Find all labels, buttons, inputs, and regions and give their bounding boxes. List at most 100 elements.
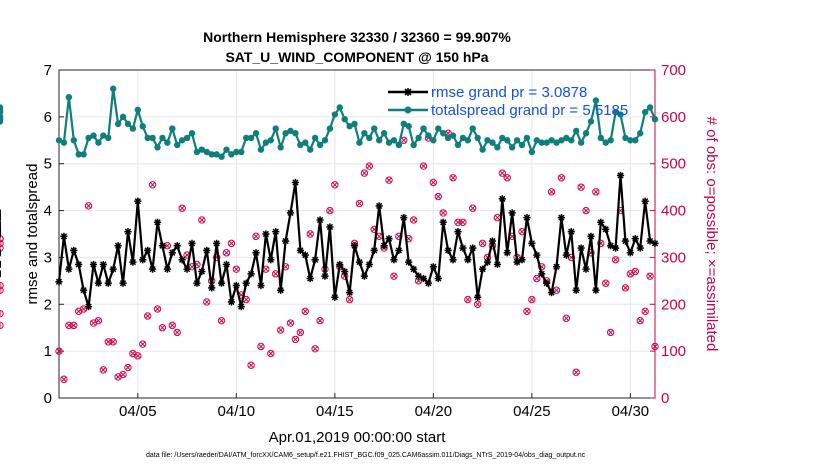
- obs-assimilated-point: [479, 240, 486, 247]
- point-totalspread: [430, 137, 437, 144]
- obs-possible-point: [203, 298, 211, 306]
- obs-possible-point: [124, 363, 132, 372]
- obs-possible-point: [286, 319, 295, 327]
- point-rmse: [424, 279, 433, 287]
- point-rmse: [208, 284, 216, 292]
- y2-tick-label: 700: [661, 62, 686, 79]
- point-rmse: [572, 286, 580, 294]
- obs-assimilated-point: [401, 137, 407, 144]
- obs-possible-point: [464, 295, 472, 304]
- point-totalspread: [109, 85, 117, 92]
- point-totalspread: [518, 141, 526, 149]
- point-rmse: [217, 279, 226, 287]
- point-rmse: [602, 225, 610, 233]
- obs-assimilated-point: [450, 175, 456, 181]
- point-totalspread: [346, 123, 353, 130]
- point-rmse: [439, 218, 447, 226]
- obs-possible-point: [227, 239, 236, 248]
- obs-possible-point: [217, 316, 226, 325]
- point-rmse: [183, 265, 191, 273]
- obs-assimilated-point: [366, 163, 373, 169]
- obs-assimilated-point: [164, 242, 171, 249]
- point-totalspread: [627, 137, 634, 144]
- point-rmse: [483, 258, 492, 266]
- point-totalspread: [405, 123, 412, 130]
- legend-totalspread-label: totalspread grand pr = 5.5185: [431, 102, 628, 119]
- y2-tick-label: 300: [661, 249, 686, 266]
- obs-possible-point: [449, 174, 457, 182]
- point-totalspread: [105, 134, 112, 142]
- point-totalspread: [257, 146, 265, 153]
- x-tick-label: 04/05: [119, 403, 157, 420]
- obs-assimilated-point: [312, 346, 318, 352]
- series-line-rmse: [57, 174, 656, 308]
- obs-possible-point: [390, 272, 398, 280]
- point-rmse: [400, 214, 408, 222]
- point-rmse: [651, 239, 659, 247]
- point-totalspread: [464, 137, 472, 144]
- point-rmse: [636, 244, 644, 252]
- point-totalspread: [435, 125, 442, 132]
- point-rmse: [562, 251, 570, 259]
- obs-assimilated-point: [297, 329, 304, 336]
- obs-possible-point: [306, 230, 314, 238]
- y-tick-label: 0: [44, 390, 52, 407]
- point-rmse: [173, 242, 181, 250]
- point-rmse: [346, 288, 354, 297]
- chart-title-line-2: SAT_U_WIND_COMPONENT @ 150 hPa: [225, 49, 488, 65]
- obs-possible-point: [99, 366, 108, 374]
- point-totalspread: [523, 134, 531, 142]
- obs-assimilated-point: [268, 350, 274, 357]
- point-rmse: [616, 171, 625, 180]
- point-totalspread: [499, 134, 506, 142]
- x-axis-label: Apr.01,2019 00:00:00 start: [269, 429, 447, 446]
- point-totalspread: [420, 125, 427, 132]
- point-rmse: [587, 232, 595, 240]
- obs-assimilated-point: [607, 329, 614, 336]
- obs-assimilated-point: [130, 350, 136, 357]
- obs-assimilated-point: [602, 280, 609, 286]
- point-totalspread: [311, 134, 319, 142]
- point-rmse: [370, 246, 378, 254]
- point-rmse: [252, 249, 260, 257]
- point-totalspread: [602, 139, 609, 146]
- obs-assimilated-point: [410, 217, 417, 223]
- obs-assimilated-point: [376, 233, 382, 240]
- point-totalspread: [341, 116, 348, 123]
- point-totalspread: [183, 134, 191, 142]
- point-rmse: [464, 256, 472, 264]
- obs-assimilated-point: [391, 273, 397, 279]
- obs-possible-point: [557, 174, 566, 182]
- obs-possible-point: [70, 321, 78, 330]
- point-totalspread: [563, 134, 570, 142]
- obs-possible-point: [252, 232, 260, 241]
- obs-possible-point: [326, 206, 334, 215]
- point-totalspread: [287, 127, 294, 135]
- point-totalspread: [321, 137, 329, 144]
- chart-title-line-1: Northern Hemisphere 32330 / 32360 = 99.9…: [203, 29, 511, 45]
- point-totalspread: [572, 127, 580, 135]
- obs-assimilated-point: [652, 343, 658, 350]
- point-totalspread: [617, 111, 624, 118]
- point-rmse: [582, 265, 590, 273]
- obs-possible-point: [636, 316, 644, 325]
- obs-possible-point: [478, 239, 487, 248]
- point-rmse: [543, 279, 551, 287]
- point-totalspread: [326, 125, 334, 132]
- point-totalspread: [297, 141, 304, 149]
- point-rmse: [557, 214, 566, 222]
- obs-possible-point: [572, 368, 580, 376]
- obs-assimilated-point: [204, 299, 210, 305]
- point-totalspread: [489, 139, 496, 146]
- point-rmse: [168, 249, 176, 257]
- point-totalspread: [0, 113, 4, 121]
- point-rmse: [222, 260, 231, 269]
- obs-assimilated-point: [435, 193, 442, 200]
- point-totalspread: [637, 130, 644, 137]
- point-rmse: [301, 251, 309, 259]
- obs-assimilated-point: [332, 182, 338, 188]
- obs-assimilated-point: [529, 296, 535, 303]
- obs-possible-point: [498, 169, 507, 177]
- point-rmse: [355, 258, 364, 266]
- point-totalspread: [164, 139, 171, 146]
